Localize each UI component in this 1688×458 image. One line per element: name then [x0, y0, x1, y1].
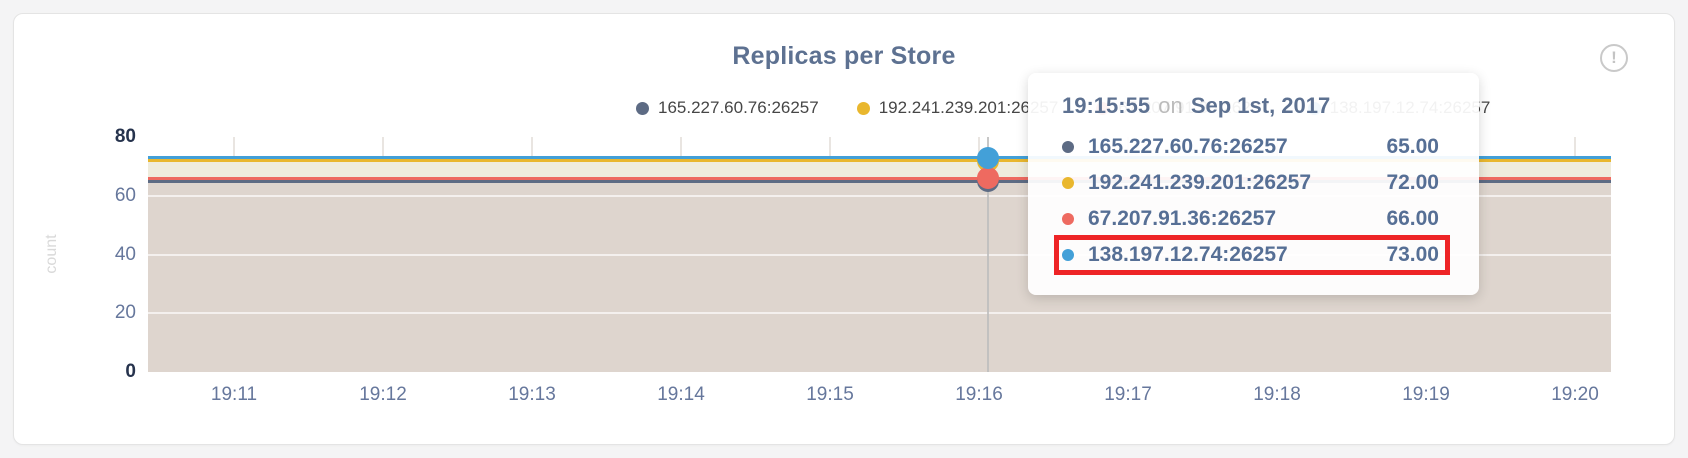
tooltip-row: 165.227.60.76:26257 65.00	[1062, 129, 1439, 165]
legend-item[interactable]: 165.227.60.76:26257	[636, 98, 819, 118]
tooltip-rows: 165.227.60.76:26257 65.00 192.241.239.201:…	[1062, 129, 1439, 273]
series-line	[148, 159, 1611, 162]
y-gridline	[148, 253, 1611, 256]
y-gridline	[148, 194, 1611, 197]
x-tick-label: 19:18	[1253, 384, 1301, 405]
legend-dot	[856, 101, 870, 115]
x-tick-label: 19:16	[955, 384, 1003, 405]
tooltip-row: 192.241.239.201:26257 72.00	[1062, 165, 1439, 201]
tooltip-series-name: 138.197.12.74:26257	[1088, 243, 1288, 266]
tooltip-series-value: 65.00	[1386, 135, 1439, 158]
tooltip-series-value: 72.00	[1386, 171, 1439, 194]
series-line	[148, 176, 1611, 180]
hover-tooltip: 19:15:55 on Sep 1st, 2017 165.227.60.76:…	[1028, 73, 1479, 295]
legend-label: 165.227.60.76:26257	[658, 98, 819, 117]
legend-label: 192.241.239.201:26257	[878, 98, 1059, 117]
y-tick-label: 40	[114, 243, 136, 265]
tooltip-series-name: 165.227.60.76:26257	[1088, 135, 1288, 158]
chart-card: Replicas per Store ! 165.227.60.76:26257…	[13, 13, 1675, 445]
tooltip-series-name: 67.207.91.36:26257	[1088, 207, 1277, 230]
tooltip-time: 19:15:55	[1062, 93, 1151, 118]
series-line	[148, 179, 1611, 183]
x-tick-label: 19:20	[1551, 384, 1599, 405]
chart-title: Replicas per Store	[732, 42, 956, 70]
tooltip-series-dot	[1062, 177, 1074, 189]
exclamation-glyph: !	[1611, 48, 1617, 67]
tooltip-date: Sep 1st, 2017	[1190, 93, 1331, 118]
legend-item[interactable]: 192.241.239.201:26257	[856, 98, 1059, 118]
tooltip-series-dot	[1062, 141, 1074, 153]
x-tick-label: 19:17	[1104, 384, 1152, 405]
y-gridline	[148, 312, 1611, 315]
tooltip-row: 138.197.12.74:26257 73.00	[1062, 237, 1439, 273]
legend-dot	[636, 101, 649, 115]
tooltip-row: 67.207.91.36:26257 66.00	[1062, 201, 1439, 237]
x-tick-label: 19:11	[210, 384, 258, 405]
info-icon[interactable]: !	[1600, 44, 1628, 72]
hover-guide-line	[987, 137, 989, 372]
x-tick-label: 19:15	[806, 384, 854, 405]
tooltip-header: 19:15:55 on Sep 1st, 2017	[1062, 89, 1439, 123]
tooltip-series-dot	[1062, 213, 1074, 225]
tooltip-series-name: 192.241.239.201:26257	[1088, 171, 1312, 194]
x-tick-label: 19:12	[359, 384, 407, 405]
hover-point	[977, 146, 999, 169]
y-tick-label: 60	[114, 184, 136, 206]
x-tick-label: 19:19	[1402, 384, 1450, 405]
tooltip-connector: on	[1158, 93, 1183, 118]
x-tick-label: 19:13	[508, 384, 556, 405]
y-tick-label: 20	[114, 302, 136, 324]
tooltip-series-value: 73.00	[1386, 243, 1439, 266]
hover-point	[977, 167, 999, 190]
y-tick-label: 80	[114, 126, 136, 147]
series-line	[148, 156, 1611, 160]
y-tick-label: 0	[125, 361, 136, 382]
tooltip-series-dot	[1062, 249, 1074, 261]
tooltip-series-value: 66.00	[1386, 207, 1439, 230]
x-tick-label: 19:14	[657, 384, 705, 405]
